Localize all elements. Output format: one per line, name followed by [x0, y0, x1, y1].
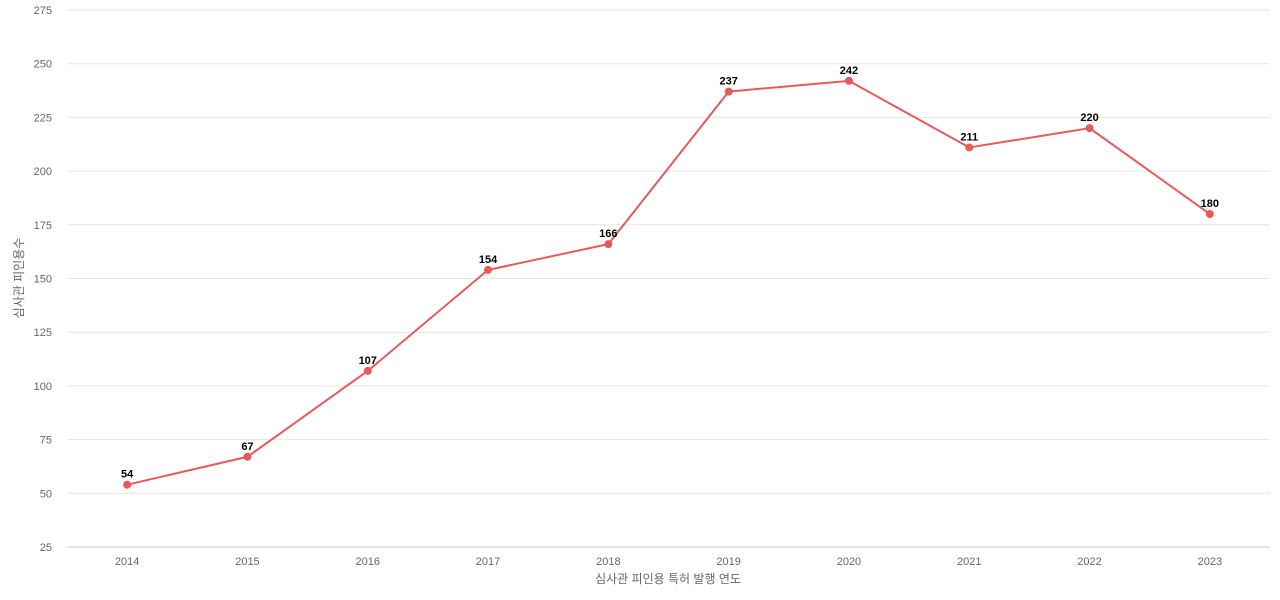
data-label: 67 — [241, 441, 253, 453]
x-tick-label: 2021 — [957, 556, 981, 568]
data-point — [604, 240, 613, 249]
y-tick-label: 175 — [34, 220, 52, 232]
x-tick-label: 2020 — [837, 556, 861, 568]
x-tick-label: 2017 — [476, 556, 500, 568]
data-point — [123, 480, 132, 489]
data-point — [243, 452, 252, 461]
data-point — [1205, 210, 1214, 219]
series-layer — [123, 76, 1214, 489]
y-tick-label: 100 — [34, 381, 52, 393]
data-label: 166 — [599, 228, 617, 240]
x-tick-label: 2015 — [235, 556, 259, 568]
y-axis-title: 심사관 피인용수 — [12, 238, 26, 319]
data-point — [724, 87, 733, 96]
data-label: 154 — [479, 254, 498, 266]
x-tick-label: 2018 — [596, 556, 620, 568]
y-tick-label: 125 — [34, 327, 52, 339]
x-tick-label: 2014 — [115, 556, 139, 568]
x-axis-title: 심사관 피인용 특허 발행 연도 — [595, 571, 741, 586]
data-label: 180 — [1201, 198, 1219, 210]
y-tick-label: 25 — [40, 542, 52, 554]
data-label: 211 — [960, 131, 978, 143]
data-labels: 54 67 107 154 166 237 242 211 220 180 — [121, 65, 1219, 481]
data-label: 220 — [1080, 112, 1098, 124]
data-point — [965, 143, 974, 152]
x-tick-label: 2016 — [356, 556, 380, 568]
data-point — [363, 366, 372, 375]
y-axis-ticks: 25 50 75 100 125 150 175 200 225 250 275 — [34, 5, 52, 554]
y-tick-label: 225 — [34, 112, 52, 124]
y-tick-label: 50 — [40, 488, 52, 500]
grid-lines — [67, 9, 1270, 548]
y-tick-label: 250 — [34, 59, 52, 71]
y-tick-label: 200 — [34, 166, 52, 178]
x-tick-label: 2023 — [1198, 556, 1222, 568]
data-point — [1085, 124, 1094, 133]
data-label: 242 — [840, 65, 858, 77]
x-axis-ticks: 2014 2015 2016 2017 2018 2019 2020 2021 2022 2023 — [115, 556, 1222, 568]
y-tick-label: 75 — [40, 435, 52, 447]
y-tick-label: 150 — [34, 274, 52, 286]
y-tick-label: 275 — [34, 5, 52, 17]
data-label: 237 — [719, 76, 737, 88]
data-label: 107 — [359, 355, 377, 367]
data-label: 54 — [121, 469, 134, 481]
series-line — [126, 79, 1211, 486]
x-tick-label: 2022 — [1077, 556, 1101, 568]
x-tick-label: 2019 — [716, 556, 740, 568]
data-point — [484, 265, 493, 274]
data-point — [844, 76, 853, 85]
